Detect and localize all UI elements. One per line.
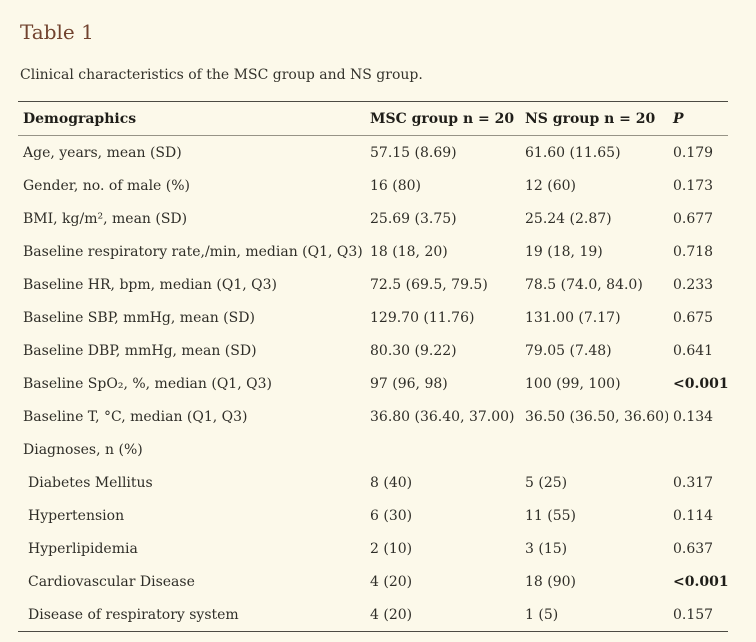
msc-value-cell: 129.70 (11.76) — [370, 309, 475, 326]
msc-value-cell: 16 (80) — [370, 177, 422, 194]
msc-value-cell: 2 (10) — [370, 540, 413, 557]
p-value-cell: 0.317 — [673, 474, 714, 491]
msc-value-cell: 57.15 (8.69) — [370, 144, 457, 161]
table-row: Diabetes Mellitus 8 (40) 5 (25) 0.317 — [18, 466, 728, 499]
ns-value-cell: 36.50 (36.50, 36.60) — [525, 408, 668, 425]
col-header-msc-group: MSC group n = 20 — [365, 101, 520, 137]
ns-value-cell: 12 (60) — [525, 177, 577, 194]
row-label-cell: Hyperlipidemia — [28, 540, 138, 557]
ns-value-cell — [520, 433, 668, 466]
msc-value-cell: 4 (20) — [370, 606, 413, 623]
p-value-cell: <0.001 — [673, 573, 728, 590]
p-value-cell: 0.179 — [673, 144, 714, 161]
p-value-cell: 0.134 — [673, 408, 714, 425]
table-title: Table 1 — [20, 20, 94, 44]
col-header-demographics: Demographics — [18, 101, 365, 137]
ns-value-cell: 5 (25) — [525, 474, 568, 491]
row-label-cell: Baseline SpO₂, %, median (Q1, Q3) — [23, 375, 272, 392]
p-value-cell: <0.001 — [673, 375, 728, 392]
row-label-cell: Baseline HR, bpm, median (Q1, Q3) — [23, 276, 277, 293]
row-label-cell: Diagnoses, n (%) — [23, 441, 143, 458]
ns-value-cell: 18 (90) — [525, 573, 577, 590]
table-row: BMI, kg/m², mean (SD) 25.69 (3.75) 25.24 (… — [18, 202, 728, 235]
msc-value-cell: 18 (18, 20) — [370, 243, 448, 260]
row-label-cell: Disease of respiratory system — [28, 606, 239, 623]
row-label-cell: Diabetes Mellitus — [28, 474, 153, 491]
col-header-ns-group: NS group n = 20 — [520, 101, 668, 137]
msc-value-cell: 72.5 (69.5, 79.5) — [370, 276, 488, 293]
msc-value-cell: 80.30 (9.22) — [370, 342, 457, 359]
ns-value-cell: 61.60 (11.65) — [525, 144, 621, 161]
msc-value-cell: 6 (30) — [370, 507, 413, 524]
p-value-cell: 0.233 — [673, 276, 714, 293]
p-value-cell: 0.718 — [673, 243, 714, 260]
msc-value-cell: 97 (96, 98) — [370, 375, 448, 392]
row-label-cell: Cardiovascular Disease — [28, 573, 195, 590]
ns-value-cell: 79.05 (7.48) — [525, 342, 612, 359]
ns-value-cell: 3 (15) — [525, 540, 568, 557]
table-row: Baseline T, °C, median (Q1, Q3) 36.80 (36… — [18, 400, 728, 433]
row-label-cell: Baseline respiratory rate,/min, median (… — [23, 243, 363, 260]
ns-value-cell: 100 (99, 100) — [525, 375, 621, 392]
row-label-cell: Baseline T, °C, median (Q1, Q3) — [23, 408, 248, 425]
msc-value-cell: 36.80 (36.40, 37.00) — [370, 408, 515, 425]
ns-value-cell: 19 (18, 19) — [525, 243, 603, 260]
table-row: Baseline respiratory rate,/min, median (… — [18, 235, 728, 268]
table-row: Baseline SpO₂, %, median (Q1, Q3) 97 (96,… — [18, 367, 728, 400]
row-label-cell: Gender, no. of male (%) — [23, 177, 191, 194]
table-row: Gender, no. of male (%) 16 (80) 12 (60) 0.1… — [18, 169, 728, 202]
ns-value-cell: 11 (55) — [525, 507, 577, 524]
table-row: Age, years, mean (SD) 57.15 (8.69) 61.60 (… — [18, 136, 728, 170]
msc-value-cell: 25.69 (3.75) — [370, 210, 457, 227]
table-row: Baseline HR, bpm, median (Q1, Q3) 72.5 (6… — [18, 268, 728, 301]
section-row: Diagnoses, n (%) — [18, 433, 728, 466]
table-row: Baseline SBP, mmHg, mean (SD) 129.70 (11.… — [18, 301, 728, 334]
table-row: Hyperlipidemia 2 (10) 3 (15) 0.637 — [18, 532, 728, 565]
clinical-characteristics-table: Demographics MSC group n = 20 NS group n… — [18, 101, 728, 633]
p-value-cell: 0.641 — [673, 342, 714, 359]
p-value-cell: 0.173 — [673, 177, 714, 194]
p-value-cell: 0.677 — [673, 210, 714, 227]
row-label-cell: Age, years, mean (SD) — [23, 144, 182, 161]
row-label-cell: Baseline DBP, mmHg, mean (SD) — [23, 342, 257, 359]
p-value-cell: 0.114 — [673, 507, 714, 524]
table-header-row: Demographics MSC group n = 20 NS group n… — [18, 101, 728, 137]
row-label-cell: Hypertension — [28, 507, 125, 524]
table-row: Cardiovascular Disease 4 (20) 18 (90) <0.00… — [18, 565, 728, 598]
ns-value-cell: 25.24 (2.87) — [525, 210, 612, 227]
p-value-cell: 0.637 — [673, 540, 714, 557]
p-value-cell: 0.157 — [673, 606, 714, 623]
table-row: Baseline DBP, mmHg, mean (SD) 80.30 (9.22… — [18, 334, 728, 367]
p-value-cell: 0.675 — [673, 309, 714, 326]
table-caption: Clinical characteristics of the MSC grou… — [20, 67, 423, 83]
msc-value-cell: 4 (20) — [370, 573, 413, 590]
p-value-cell — [668, 433, 728, 466]
ns-value-cell: 78.5 (74.0, 84.0) — [525, 276, 643, 293]
ns-value-cell: 1 (5) — [525, 606, 559, 623]
col-header-p-value: P — [668, 101, 728, 137]
ns-value-cell: 131.00 (7.17) — [525, 309, 621, 326]
table-body: Age, years, mean (SD) 57.15 (8.69) 61.60 (… — [18, 136, 728, 632]
msc-value-cell — [365, 433, 520, 466]
msc-value-cell: 8 (40) — [370, 474, 413, 491]
table-row: Hypertension 6 (30) 11 (55) 0.114 — [18, 499, 728, 532]
table-row: Disease of respiratory system 4 (20) 1 (5)… — [18, 598, 728, 632]
row-label-cell: BMI, kg/m², mean (SD) — [23, 210, 188, 227]
row-label-cell: Baseline SBP, mmHg, mean (SD) — [23, 309, 255, 326]
